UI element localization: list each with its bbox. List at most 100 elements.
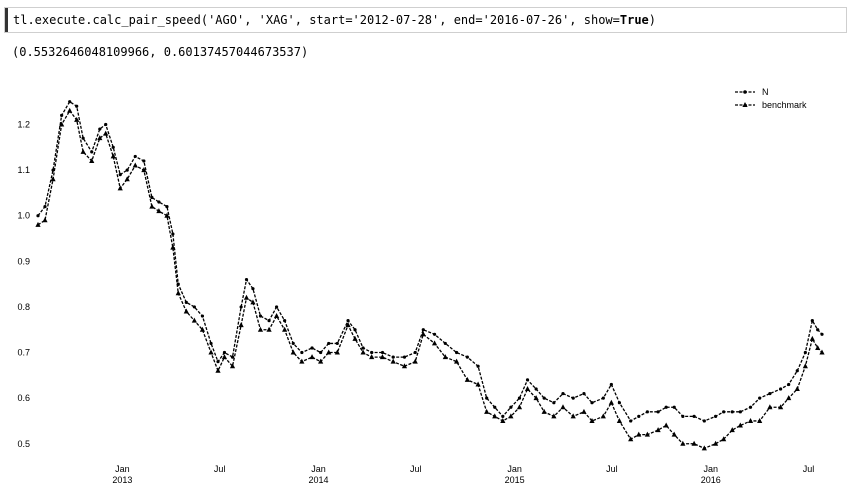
data-point-marker: [420, 331, 426, 337]
data-point-marker: [401, 363, 408, 369]
data-point-marker: [165, 204, 169, 209]
legend-label: N: [762, 87, 769, 97]
data-point-marker: [361, 346, 365, 350]
data-point-marker: [794, 386, 800, 392]
data-point-marker: [258, 314, 263, 318]
data-point-marker: [645, 410, 649, 414]
data-point-marker: [36, 214, 40, 218]
data-point-marker: [442, 354, 448, 360]
data-point-marker: [149, 203, 155, 209]
data-point-marker: [299, 358, 305, 364]
data-point-marker: [636, 431, 642, 437]
data-point-marker: [582, 391, 586, 396]
data-point-marker: [421, 328, 425, 332]
data-point-marker: [183, 308, 189, 314]
code-input[interactable]: tl.execute.calc_pair_speed('AGO', 'XAG',…: [13, 13, 656, 27]
data-point-marker: [533, 395, 539, 401]
data-point-marker: [737, 422, 743, 428]
data-point-marker: [702, 419, 706, 423]
data-point-marker: [175, 290, 181, 296]
data-point-marker: [608, 399, 614, 405]
code-cell[interactable]: tl.execute.calc_pair_speed('AGO', 'XAG',…: [4, 7, 847, 33]
data-point-marker: [524, 386, 531, 392]
data-point-marker: [346, 319, 350, 323]
data-point-marker: [156, 208, 162, 214]
data-point-marker: [184, 300, 188, 304]
data-point-marker: [768, 391, 772, 396]
data-point-marker: [266, 326, 272, 332]
data-point-marker: [157, 200, 161, 204]
cell-output-text: (0.5532646048109966, 0.60137457044673537…: [12, 45, 309, 59]
y-tick-label: 0.6: [17, 393, 30, 403]
data-point-marker: [525, 378, 530, 382]
data-point-marker: [570, 413, 576, 419]
data-point-marker: [243, 294, 250, 300]
legend-label: benchmark: [762, 100, 807, 110]
y-tick-label: 0.8: [17, 302, 30, 312]
data-point-marker: [209, 341, 213, 346]
data-point-marker: [778, 404, 784, 410]
data-point-marker: [97, 135, 103, 141]
data-point-marker: [601, 396, 605, 400]
data-point-marker: [714, 414, 718, 418]
data-point-marker: [721, 436, 727, 442]
data-point-marker: [60, 113, 64, 117]
data-point-marker: [501, 414, 505, 418]
data-point-marker: [282, 326, 288, 332]
x-tick-label: Jul: [410, 464, 422, 474]
x-tick-label: Jul: [803, 464, 815, 474]
data-point-marker: [391, 355, 395, 359]
data-point-marker: [542, 396, 546, 400]
code-text: tl.execute.calc_pair_speed('AGO', 'XAG',…: [13, 13, 620, 27]
data-point-marker: [629, 419, 633, 423]
data-point-marker: [787, 382, 791, 387]
data-point-marker: [221, 354, 228, 360]
data-point-marker: [500, 417, 506, 423]
data-point-marker: [81, 136, 85, 140]
data-point-marker: [748, 405, 753, 409]
data-point-marker: [551, 413, 557, 419]
data-point-marker: [291, 341, 295, 346]
data-point-marker: [283, 319, 287, 323]
data-point-marker: [133, 154, 137, 159]
data-point-marker: [68, 100, 72, 104]
data-point-marker: [609, 382, 613, 387]
x-tick-year-label: 2015: [505, 475, 525, 485]
data-point-marker: [758, 396, 762, 400]
data-point-marker: [402, 355, 407, 359]
data-point-marker: [810, 319, 814, 323]
code-keyword: True: [619, 13, 649, 27]
data-point-marker: [508, 413, 514, 419]
data-point-marker: [432, 332, 437, 336]
y-tick-label: 1.0: [17, 211, 30, 221]
data-point-marker: [655, 427, 661, 433]
code-text-end: ): [648, 13, 657, 27]
series-line-n: [37, 100, 823, 422]
data-point-marker: [111, 145, 115, 149]
data-point-marker: [552, 401, 556, 405]
data-point-marker: [199, 326, 206, 332]
x-tick-year-label: 2016: [701, 475, 721, 485]
data-point-marker: [104, 122, 108, 127]
data-point-marker: [747, 417, 754, 423]
data-point-marker: [164, 212, 170, 218]
y-tick-label: 0.5: [17, 439, 30, 449]
data-point-marker: [80, 148, 86, 154]
data-point-marker: [692, 414, 696, 418]
data-point-marker: [644, 431, 650, 437]
data-point-marker: [819, 349, 825, 355]
data-point-marker: [663, 422, 669, 428]
data-point-marker: [779, 387, 783, 391]
data-point-marker: [124, 176, 130, 182]
data-point-marker: [90, 150, 94, 154]
x-tick-label: Jan: [507, 464, 522, 474]
y-tick-label: 1.1: [17, 165, 30, 175]
data-point-marker: [671, 431, 677, 437]
data-point-marker: [681, 414, 685, 418]
data-point-marker: [390, 358, 396, 364]
data-point-marker: [103, 130, 109, 136]
data-point-marker: [600, 413, 606, 419]
y-tick-label: 0.9: [17, 256, 30, 266]
data-point-marker: [492, 413, 498, 419]
